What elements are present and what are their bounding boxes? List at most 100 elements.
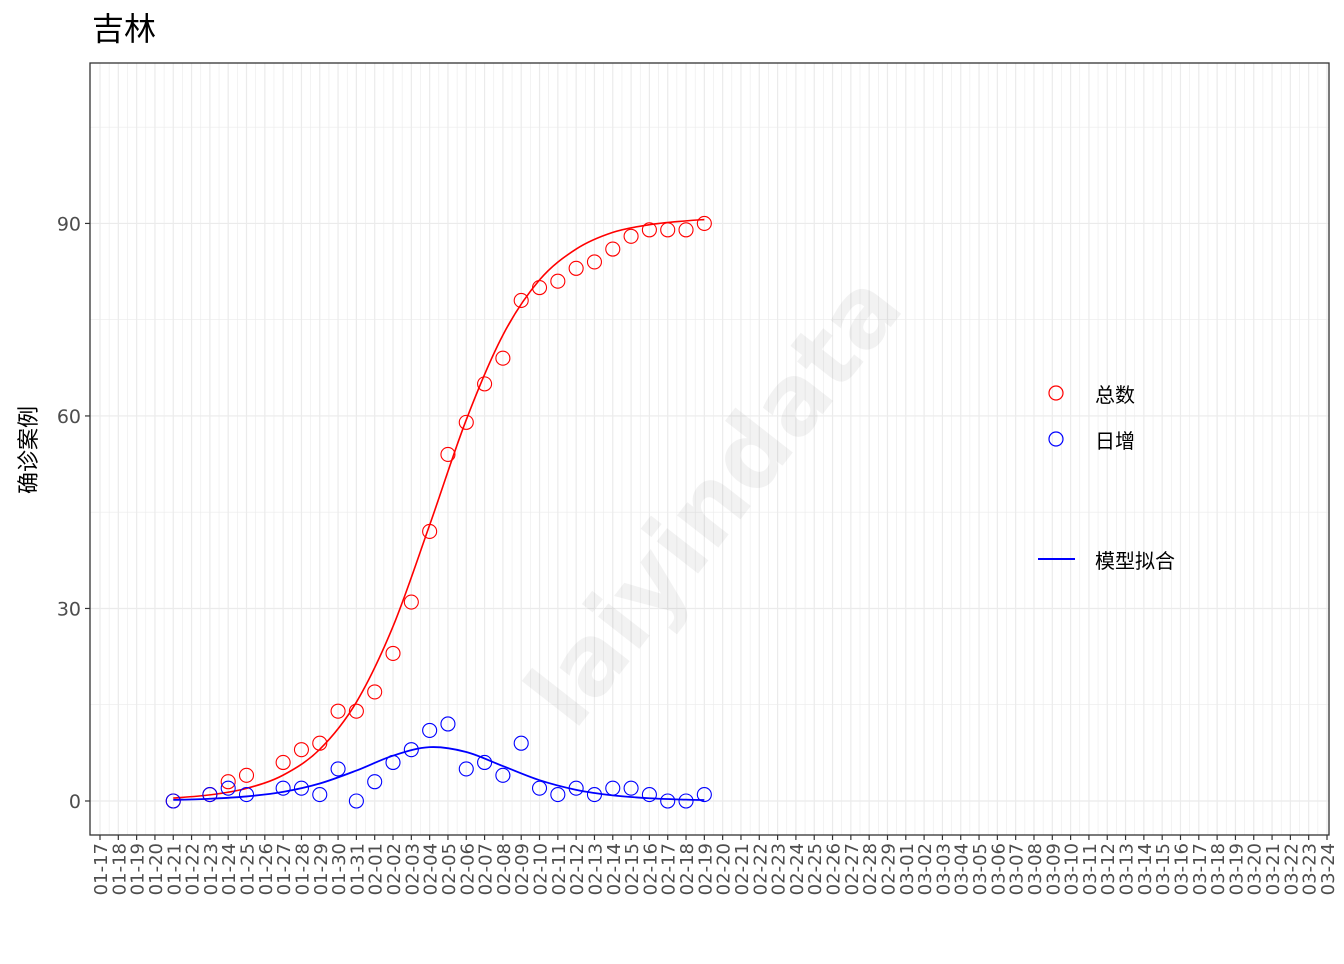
point-daily [275,780,291,796]
legend-label-fit: 模型拟合 [1095,549,1175,573]
x-tick-label: 02-26 [824,843,845,895]
point-daily [367,774,383,790]
legend-key-daily [1048,431,1064,447]
x-tick-label: 02-21 [732,843,753,895]
point-total [348,703,364,719]
x-tick-label: 03-06 [988,843,1009,895]
point-total [275,754,291,771]
point-total [238,767,255,783]
x-tick-label: 02-08 [494,843,515,895]
x-tick-label: 03-10 [1062,843,1083,895]
point-daily [458,761,474,777]
x-tick-label: 01-20 [146,843,167,895]
point-total [550,273,566,289]
fit-lines [173,218,705,801]
x-tick-label: 03-22 [1281,843,1302,895]
fit-line-total [173,218,705,799]
point-total [495,350,511,366]
x-tick-label: 02-16 [640,843,661,895]
x-tick-label: 02-17 [659,843,680,895]
x-tick-label: 01-28 [292,843,313,895]
y-axis: 0 30 60 90 [57,213,90,813]
point-total [403,594,419,610]
point-daily [513,735,529,751]
x-tick-label: 02-25 [805,843,826,895]
x-tick-label: 01-22 [183,843,204,895]
point-daily [440,716,456,732]
point-daily [165,793,181,809]
legend-label-total: 总数 [1095,383,1135,407]
x-tick-label: 02-19 [695,843,716,895]
x-tick-label: 03-01 [897,843,918,895]
point-total [531,280,548,296]
legend-label-daily: 日增 [1095,429,1135,453]
point-daily [202,787,218,803]
point-total [367,684,383,700]
point-daily [678,793,694,809]
point-daily [550,787,566,803]
data-points [165,215,712,809]
x-tick-label: 02-02 [384,843,405,895]
x-tick-label: 03-23 [1300,843,1321,895]
x-tick-label: 02-09 [512,843,533,895]
y-tick-label: 90 [57,213,81,235]
x-tick-label: 02-12 [567,843,588,895]
point-daily [586,787,603,803]
x-tick-label: 01-25 [238,843,259,895]
x-tick-label: 02-23 [769,843,790,895]
point-total [586,254,603,270]
point-daily [385,754,401,771]
point-daily [623,780,639,796]
point-total [422,523,438,540]
x-tick-label: 03-14 [1135,843,1156,895]
point-daily [330,761,346,777]
point-daily [660,793,676,809]
x-tick-label: 03-08 [1025,843,1046,895]
point-daily [422,722,438,738]
y-tick-label: 60 [57,406,81,428]
point-daily [568,780,584,796]
point-total [220,774,236,790]
x-tick-label: 02-28 [860,843,881,895]
x-tick-label: 01-26 [256,843,277,895]
x-tick-label: 02-15 [622,843,643,895]
x-tick-label: 03-02 [915,843,936,895]
legend: 总数 日增 模型拟合 [1038,383,1175,573]
plot-panel-border [89,62,1330,836]
x-tick-label: 02-06 [457,843,478,895]
legend-key-total [1048,385,1064,401]
x-tick-label: 02-29 [878,843,899,895]
x-tick-label: 03-05 [970,843,991,895]
point-daily [605,780,621,796]
x-tick-label: 03-11 [1080,843,1101,895]
point-daily [348,793,364,809]
point-total [605,241,621,257]
point-daily [495,767,511,783]
x-tick-label: 01-31 [347,843,368,895]
x-tick-label: 03-12 [1098,843,1119,895]
x-tick-label: 03-18 [1208,843,1229,895]
point-total [568,260,584,276]
point-total [312,735,328,751]
point-daily [312,787,328,803]
point-total [678,222,694,238]
x-tick-label: 02-27 [842,843,863,895]
x-tick-label: 02-13 [585,843,606,895]
point-total [660,222,676,238]
x-tick-label: 01-21 [164,843,185,895]
x-tick-label: 01-27 [274,843,295,895]
point-total [513,292,529,308]
point-total [440,446,456,463]
point-total [641,222,657,238]
y-tick-label: 30 [57,598,81,620]
x-tick-label: 03-15 [1153,843,1174,895]
point-total [385,645,401,661]
point-total [458,414,474,430]
y-axis-label: 确诊案例 [17,406,42,494]
point-daily [531,780,548,796]
x-tick-label: 02-10 [531,843,552,895]
x-tick-label: 03-24 [1318,843,1339,895]
x-tick-label: 01-18 [109,843,130,895]
fit-line-daily [173,746,705,801]
